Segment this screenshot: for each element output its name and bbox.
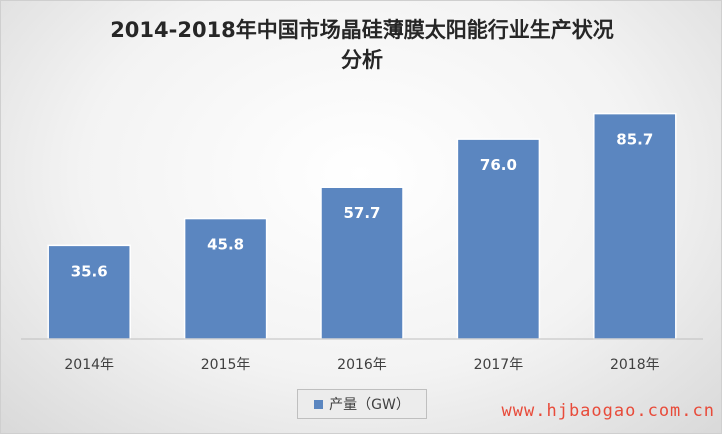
data-label-4: 85.7 bbox=[616, 131, 653, 149]
bar-4 bbox=[593, 112, 677, 340]
watermark-text: www.hjbaogao.com.cn bbox=[501, 401, 715, 421]
legend-swatch bbox=[314, 399, 324, 409]
x-tick-label-2: 2016年 bbox=[337, 357, 387, 373]
x-tick-label-4: 2018年 bbox=[610, 357, 660, 373]
bars-layer: 35.6 45.8 57.7 76.0 85.7 bbox=[47, 112, 677, 340]
chart-title-line2: 分析 bbox=[341, 48, 383, 72]
bar-2 bbox=[320, 186, 404, 340]
x-tick-label-1: 2015年 bbox=[201, 357, 251, 373]
data-label-3: 76.0 bbox=[480, 156, 517, 174]
bar-0 bbox=[47, 244, 131, 340]
legend: 产量（GW） bbox=[297, 389, 427, 419]
legend-label: 产量（GW） bbox=[329, 397, 410, 413]
chart-title-line1: 2014-2018年中国市场晶硅薄膜太阳能行业生产状况 bbox=[110, 18, 614, 42]
x-tick-label-0: 2014年 bbox=[64, 357, 114, 373]
x-tick-label-3: 2017年 bbox=[474, 357, 524, 373]
data-label-0: 35.6 bbox=[71, 262, 108, 280]
chart-title: 2014-2018年中国市场晶硅薄膜太阳能行业生产状况 分析 bbox=[1, 15, 722, 75]
data-label-2: 57.7 bbox=[343, 204, 380, 222]
bar-3 bbox=[456, 138, 541, 340]
x-tick-labels: 2014年 2015年 2016年 2017年 2018年 bbox=[64, 357, 659, 373]
data-label-1: 45.8 bbox=[207, 236, 244, 254]
